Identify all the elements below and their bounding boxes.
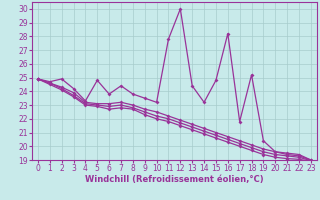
- X-axis label: Windchill (Refroidissement éolien,°C): Windchill (Refroidissement éolien,°C): [85, 175, 264, 184]
